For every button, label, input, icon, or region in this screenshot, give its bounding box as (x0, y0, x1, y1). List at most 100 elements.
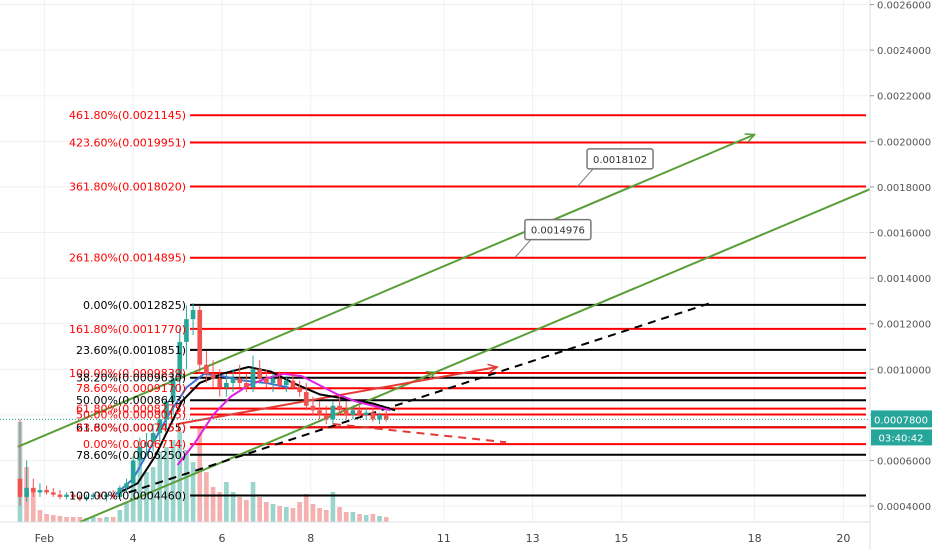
volume-bar (263, 502, 269, 522)
volume-bar (150, 467, 156, 522)
candle-body (50, 492, 56, 495)
price-axis-tick-label: 0.0022000 (877, 92, 931, 103)
trend-channel-line[interactable] (17, 133, 755, 448)
trend-channel-line[interactable] (79, 188, 871, 523)
candle-body (224, 382, 229, 388)
candle-body (170, 378, 176, 402)
dashed-trend-line[interactable] (128, 302, 711, 494)
volume-bar (57, 516, 63, 522)
time-axis-tick-label: 11 (437, 532, 451, 545)
candle-body (190, 310, 196, 320)
price-axis-tick-label: 0.0018000 (877, 183, 931, 194)
arrowhead-icon (744, 133, 757, 143)
candle-body (297, 387, 302, 393)
time-axis-tick-label: 20 (836, 532, 850, 545)
candle-body (317, 410, 322, 415)
candle-body (97, 494, 103, 497)
candle-body (210, 373, 216, 379)
candle-body (144, 442, 149, 447)
candle-body (157, 419, 163, 434)
volume-bar (124, 502, 129, 522)
candle-body (137, 446, 143, 461)
fib-level-label: 38.20%(0.0009630) (76, 372, 186, 385)
price-axis-tick-label: 0.0016000 (877, 229, 931, 240)
volume-bar (90, 517, 96, 522)
candle-body (257, 369, 262, 379)
volume-bar (357, 514, 362, 522)
fib-level-label: 23.60%(0.0010851) (76, 344, 186, 357)
candle-body (337, 405, 342, 411)
candle-body (343, 410, 349, 415)
price-axis-tick-label: 0.0004000 (877, 502, 931, 513)
candle-body (330, 405, 336, 420)
volume-bar (64, 517, 69, 522)
volume-bar (30, 492, 36, 522)
time-axis-tick-label: 6 (218, 532, 225, 545)
volume-bar (343, 512, 349, 522)
volume-bar (270, 504, 276, 522)
volume-bar (230, 492, 236, 522)
arrowhead-icon (487, 363, 499, 374)
volume-bar (277, 506, 282, 522)
volume-bar (337, 507, 342, 522)
arrowhead-icon (425, 370, 438, 381)
candle-body (357, 410, 362, 415)
volume-bar (104, 517, 109, 522)
trend-channel-line[interactable] (177, 366, 498, 425)
candle-body (363, 412, 369, 415)
volume-bar (157, 452, 163, 522)
time-axis-tick-label: Feb (35, 532, 54, 545)
fib-level-label: 100.00%(0.0004460) (69, 490, 186, 503)
volume-bar (217, 492, 223, 522)
fib-level-label: 461.80%(0.0021145) (69, 109, 186, 122)
volume-bar (144, 472, 149, 522)
volume-bar (117, 510, 123, 522)
countdown-label: 03:40:42 (879, 433, 924, 444)
candle-body (90, 494, 96, 497)
volume-bar (97, 518, 103, 522)
candle-body (37, 490, 43, 493)
fib-level-label: 423.60%(0.0019951) (69, 136, 186, 149)
price-axis-tick-label: 0.0010000 (877, 365, 931, 376)
volume-bar (197, 427, 203, 522)
candle-body (350, 410, 356, 415)
volume-bar (323, 510, 329, 522)
countdown-badge (871, 429, 932, 446)
candle-body (164, 401, 169, 420)
volume-bar (244, 500, 249, 522)
price-callout-box[interactable] (586, 148, 654, 170)
time-axis-tick-label: 15 (614, 532, 628, 545)
volume-bar (137, 460, 143, 522)
volume-bar (224, 482, 229, 522)
candle-body (370, 412, 376, 420)
volume-bar (190, 462, 196, 522)
dashed-trend-line[interactable] (332, 422, 507, 444)
time-axis-tick-label: 18 (748, 532, 762, 545)
fib-level-label: 100.00%(0.0009839) (69, 367, 186, 380)
ma-magenta-line (176, 372, 391, 466)
ma-black-line (119, 365, 396, 494)
volume-bar (70, 517, 76, 522)
candle-body (230, 378, 236, 383)
candle-body (17, 478, 23, 497)
candle-body (77, 496, 83, 500)
price-callout-label: 0.0014976 (531, 226, 585, 237)
candle-body (64, 494, 69, 497)
fib-level-label: 50.00%(0.0008015) (76, 409, 186, 422)
volume-bar (310, 504, 316, 522)
volume-bar (50, 515, 56, 522)
volume-bar (377, 516, 382, 522)
price-callout-box[interactable] (524, 218, 592, 241)
volume-bar (370, 514, 376, 522)
callout-pointer (514, 239, 532, 258)
fib-level-label: 78.60%(0.0009170) (76, 382, 186, 395)
volume-bar (210, 487, 216, 522)
price-axis-tick-label: 0.0014000 (877, 274, 931, 285)
volume-bar (110, 517, 116, 522)
candle-body (270, 378, 276, 383)
candle-body (177, 341, 183, 379)
candle-body (30, 487, 36, 493)
candle-body (150, 433, 156, 443)
